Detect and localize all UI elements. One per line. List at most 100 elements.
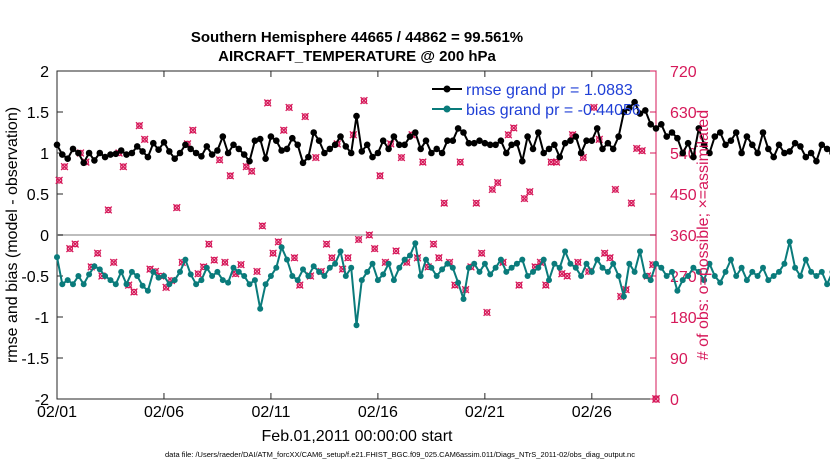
rmse-point — [674, 134, 681, 142]
rmse-point — [96, 149, 104, 157]
bias-point — [70, 281, 76, 288]
rmse-point — [75, 149, 82, 157]
bias-point — [310, 263, 317, 270]
rmse-point — [658, 121, 665, 128]
rmse-point — [818, 141, 826, 149]
rmse-point — [706, 149, 713, 157]
rmse-point — [754, 149, 761, 157]
legend-rmse-label: rmse grand pr = 1.0883 — [466, 82, 633, 99]
obs-point — [71, 240, 80, 248]
bias-point — [583, 260, 590, 267]
x-axis-ticks: 02/01 02/06 02/11 02/16 02/21 02/26 — [37, 71, 612, 421]
rmse-point — [117, 147, 125, 154]
bias-point — [401, 256, 408, 263]
bias-point — [144, 287, 151, 294]
bias-point — [669, 268, 675, 275]
rmse-point — [310, 129, 318, 136]
y2-tick-label: 0 — [670, 392, 679, 409]
rmse-point — [631, 98, 638, 106]
chart-title: Southern Hemisphere 44665 / 44862 = 99.5… — [191, 29, 523, 46]
bias-point — [278, 244, 285, 251]
bias-point — [476, 268, 483, 275]
rmse-point — [749, 141, 756, 149]
rmse-point — [636, 110, 644, 117]
bias-point — [460, 296, 467, 302]
y-tick-label: 1.5 — [27, 105, 49, 122]
bias-point — [150, 268, 157, 275]
bias-point — [166, 281, 173, 288]
rmse-point — [182, 141, 189, 149]
bias-point — [610, 260, 617, 267]
bias-point — [214, 268, 221, 275]
obs-point — [311, 153, 320, 162]
obs-point — [418, 158, 427, 166]
rmse-point — [417, 145, 425, 153]
obs-point — [606, 253, 614, 262]
y-tick-label: 0 — [40, 228, 49, 245]
obs-point — [483, 308, 491, 317]
rmse-point — [679, 149, 686, 157]
rmse-point — [690, 153, 697, 161]
rmse-point — [503, 149, 510, 157]
bias-point — [711, 273, 718, 279]
bias-point — [294, 277, 301, 284]
obs-point — [130, 288, 138, 296]
rmse-point — [401, 141, 408, 149]
rmse-point — [219, 133, 227, 140]
bias-point — [433, 273, 440, 279]
bias-point — [481, 260, 488, 267]
obs-point — [563, 272, 572, 280]
bias-point — [364, 268, 371, 275]
rmse-point — [390, 133, 398, 140]
rmse-point — [535, 129, 542, 136]
rmse-point — [396, 141, 403, 149]
rmse-point — [481, 139, 489, 147]
rmse-point — [738, 149, 745, 157]
bias-point — [209, 273, 216, 279]
obs-point — [638, 146, 646, 155]
x-tick-label: 02/26 — [572, 404, 612, 421]
y-tick-label: -0.5 — [21, 269, 49, 286]
bias-point — [305, 273, 312, 279]
obs-point — [210, 256, 219, 264]
bias-point — [396, 264, 403, 271]
obs-point — [627, 199, 636, 207]
rmse-point — [433, 145, 441, 153]
chart-subtitle: AIRCRAFT_TEMPERATURE @ 200 hPa — [218, 48, 496, 65]
obs-point — [435, 253, 443, 262]
bias-point — [257, 305, 264, 312]
rmse-point — [428, 149, 435, 157]
rmse-point — [256, 135, 264, 143]
obs-point — [263, 99, 272, 107]
rmse-point — [802, 153, 810, 161]
obs-point — [509, 124, 518, 132]
rmse-point — [583, 137, 590, 144]
rmse-point — [123, 151, 130, 158]
bias-point — [390, 277, 397, 284]
rmse-point — [80, 159, 87, 167]
x-tick-label: 02/21 — [465, 404, 505, 421]
obs-point — [397, 153, 406, 162]
legend-bias-label: bias grand pr = -0.44056 — [466, 102, 641, 119]
rmse-point — [379, 137, 387, 144]
bias-point — [701, 277, 708, 284]
bias-point — [96, 266, 103, 273]
rmse-point — [593, 125, 601, 132]
obs-point — [456, 158, 465, 166]
rmse-point — [519, 157, 526, 165]
bias-point — [348, 264, 355, 271]
rmse-point — [765, 145, 772, 153]
obs-point — [269, 249, 277, 258]
obs-point — [188, 126, 197, 135]
bias-point — [497, 256, 504, 263]
bias-point — [471, 260, 478, 267]
rmse-point — [203, 143, 211, 150]
bias-point — [118, 268, 125, 275]
bias-point — [487, 271, 494, 278]
bias-point — [187, 271, 194, 278]
rmse-point — [775, 141, 783, 149]
bias-point — [717, 279, 724, 286]
rmse-point — [438, 149, 446, 157]
bias-point — [337, 248, 344, 255]
y-tick-label: -2 — [35, 392, 49, 409]
